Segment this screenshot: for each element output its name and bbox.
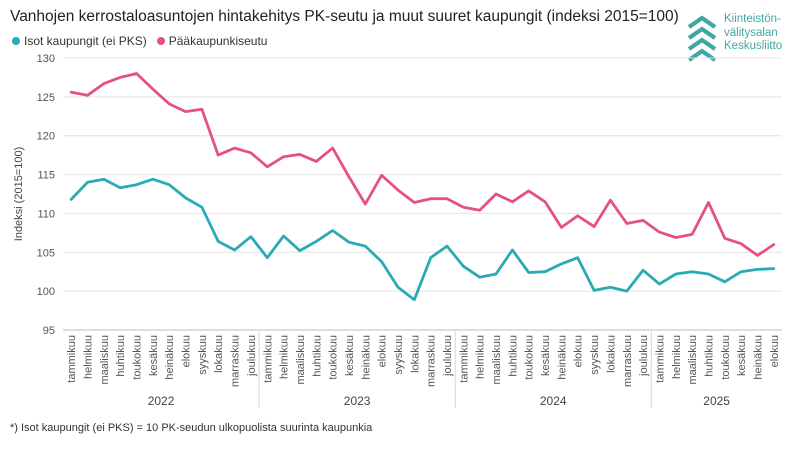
x-tick-label: lokakuu [409, 335, 421, 373]
x-tick-label: tammikuu [458, 335, 470, 383]
legend-dot-icon [156, 37, 165, 45]
x-tick-label: kesäkuu [148, 335, 160, 376]
legend-item-isot-kaupungit[interactable]: Isot kaupungit (ei PKS) [12, 34, 147, 48]
x-tick-label: syyskuu [589, 335, 601, 375]
x-tick-label: kesäkuu [344, 335, 356, 376]
x-tick-label: huhtikuu [507, 335, 519, 377]
legend-label: Pääkaupunkiseutu [168, 34, 268, 48]
x-tick-label: marraskuu [622, 335, 634, 387]
y-tick-label: 125 [37, 92, 55, 104]
x-tick-label: helmikuu [475, 335, 487, 379]
series-line-paakaupunkiseutu[interactable] [69, 72, 776, 257]
x-tick-label: huhtikuu [115, 335, 127, 377]
logo-line: välitysalan [724, 26, 778, 39]
year-label: 2022 [148, 394, 175, 408]
year-label: 2024 [540, 394, 567, 408]
year-label: 2023 [344, 394, 371, 408]
series-line-isot-kaupungit[interactable] [69, 177, 776, 302]
x-tick-label: heinäkuu [556, 335, 568, 380]
y-tick-label: 110 [37, 208, 55, 220]
x-tick-label: maaliskuu [99, 335, 111, 385]
logo-line: Keskusliitto [724, 40, 783, 52]
x-tick-label: lokakuu [213, 335, 225, 373]
kvkl-logo-icon [687, 15, 717, 62]
legend: Isot kaupungit (ei PKS) Pääkaupunkiseutu [12, 34, 267, 48]
x-tick-label: helmikuu [671, 335, 683, 379]
logo-text: Kiinteistön- välitysalan Keskusliitto [724, 13, 782, 54]
x-tick-label: heinäkuu [752, 335, 764, 380]
x-tick-label: joulukuu [638, 335, 650, 377]
x-tick-label: helmikuu [279, 335, 291, 379]
x-tick-label: huhtikuu [311, 335, 323, 377]
year-label: 2025 [703, 394, 730, 408]
logo-line: Kiinteistön- [724, 13, 781, 25]
x-tick-label: lokakuu [605, 335, 617, 373]
y-tick-label: 130 [37, 53, 55, 65]
legend-item-paakaupunkiseutu[interactable]: Pääkaupunkiseutu [156, 34, 268, 48]
y-tick-label: 115 [37, 170, 55, 182]
x-tick-label: maaliskuu [491, 335, 503, 385]
y-tick-label: 105 [37, 247, 55, 259]
legend-dot-icon [12, 37, 20, 45]
x-tick-label: heinäkuu [164, 335, 176, 380]
y-tick-label: 95 [43, 325, 55, 337]
x-tick-label: tammikuu [654, 335, 666, 383]
x-tick-label: toukokuu [524, 335, 536, 380]
x-tick-label: elokuu [181, 335, 193, 367]
chart-title: Vanhojen kerrostaloasuntojen hintakehity… [10, 8, 679, 25]
x-tick-label: maaliskuu [295, 335, 307, 385]
x-tick-label: helmikuu [83, 335, 95, 379]
x-tick-label: tammikuu [66, 335, 78, 383]
footnote: *) Isot kaupungit (ei PKS) = 10 PK-seudu… [10, 422, 373, 434]
x-tick-label: maaliskuu [687, 335, 699, 385]
x-tick-label: toukokuu [328, 335, 340, 380]
y-axis-label: Indeksi (2015=100) [13, 147, 25, 241]
x-tick-label: joulukuu [442, 335, 454, 377]
x-tick-label: elokuu [377, 335, 389, 367]
y-tick-label: 100 [37, 286, 55, 298]
x-tick-label: toukokuu [720, 335, 732, 380]
x-tick-label: elokuu [769, 335, 781, 367]
x-tick-label: kesäkuu [736, 335, 748, 376]
x-tick-label: marraskuu [230, 335, 242, 387]
x-tick-label: huhtikuu [703, 335, 715, 377]
x-tick-label: tammikuu [262, 335, 274, 383]
x-tick-label: elokuu [573, 335, 585, 367]
x-tick-label: syyskuu [197, 335, 209, 375]
x-tick-label: kesäkuu [540, 335, 552, 376]
y-tick-label: 120 [37, 131, 55, 143]
legend-label: Isot kaupungit (ei PKS) [24, 34, 147, 48]
x-tick-label: heinäkuu [360, 335, 372, 380]
x-tick-label: syyskuu [393, 335, 405, 375]
x-tick-label: marraskuu [426, 335, 438, 387]
x-tick-label: joulukuu [246, 335, 258, 377]
x-tick-label: toukokuu [132, 335, 144, 380]
